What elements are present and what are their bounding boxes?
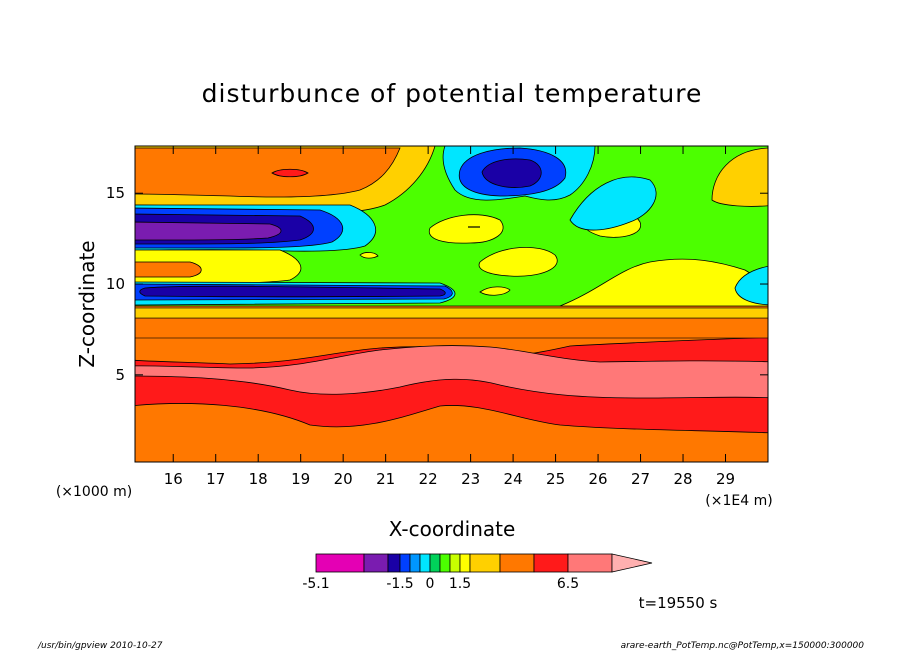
x-tick-label: 23 [461, 470, 480, 488]
plot-frame [134, 145, 769, 463]
chart-title: disturbunce of potential temperature [202, 79, 703, 108]
x-tick-label: 29 [716, 470, 735, 488]
contour-patch-cyan-3 [734, 265, 768, 306]
colorbar-tick-label: -1.5 [386, 576, 413, 592]
colorbar-segment [363, 553, 389, 573]
x-tick-label: 16 [164, 470, 183, 488]
contour-patch-left-orange-mid [135, 261, 202, 278]
y-axis-unit: (×1000 m) [56, 484, 132, 500]
time-annotation: t=19550 s [639, 594, 718, 612]
colorbar-segment [315, 553, 365, 573]
contour-band-red-lower [135, 336, 768, 434]
x-tick-label: 24 [504, 470, 523, 488]
colorbar-segment [499, 553, 535, 573]
colorbar-segment [567, 553, 613, 573]
contour-patch-yellow-5 [711, 147, 768, 207]
contour-patch-yellow-3 [478, 246, 558, 277]
x-tick-label: 26 [589, 470, 608, 488]
footer-right: arare-earth_PotTemp.nc@PotTemp,x=150000:… [620, 641, 864, 651]
x-tick-label: 17 [206, 470, 225, 488]
contour-patch-navy-1 [481, 158, 542, 188]
x-tick-label: 21 [376, 470, 395, 488]
x-axis-label: X-coordinate [389, 517, 516, 541]
x-axis-unit: (×1E4 m) [705, 493, 772, 509]
colorbar-tick-label: 6.5 [557, 576, 579, 592]
contour-band-orange-upper [135, 317, 768, 339]
x-tick-label: 28 [673, 470, 692, 488]
x-tick-label: 27 [631, 470, 650, 488]
colorbar-segment [469, 553, 501, 573]
y-axis: 5 10 15 [106, 184, 768, 384]
contour-patch-yellow-7 [359, 252, 379, 259]
contour-patch-red-small [271, 168, 309, 178]
x-tick-label: 18 [249, 470, 268, 488]
colorbar-tick-label: 1.5 [449, 576, 471, 592]
colorbar-tick-label: 0 [426, 576, 435, 592]
x-tick-label: 25 [546, 470, 565, 488]
y-axis-label: Z-coordinate [75, 240, 99, 367]
contour-patch-yellow-2 [428, 214, 504, 244]
contour-patch-streak-navy [139, 285, 446, 298]
colorbar-segment [449, 553, 461, 573]
colorbar-segment [533, 553, 569, 573]
contour-patch-left-darkorange [135, 147, 401, 198]
x-tick-label: 19 [291, 470, 310, 488]
x-axis: 16 17 18 19 20 21 22 23 24 25 26 27 28 29 [164, 146, 735, 488]
colorbar-segment [409, 553, 421, 573]
contour-field [135, 146, 768, 462]
colorbar-segment [399, 553, 411, 573]
y-tick-label: 15 [106, 184, 125, 202]
colorbar-extension [611, 553, 653, 573]
contour-patch-yellow-6 [479, 286, 511, 296]
x-tick-label: 22 [419, 470, 438, 488]
colorbar-ticks: -5.1 -1.5 0 1.5 6.5 [302, 576, 579, 592]
colorbar-segment [387, 553, 401, 573]
colorbar-segment [439, 553, 451, 573]
y-tick-label: 10 [106, 275, 125, 293]
colorbar-segment [419, 553, 431, 573]
contour-band-salmon [135, 345, 768, 399]
colorbar-tick-label: -5.1 [302, 576, 329, 592]
contour-patch-cyan-2 [569, 176, 657, 231]
footer-left: /usr/bin/gpview 2010-10-27 [38, 641, 163, 651]
contour-patch-left-purple [135, 221, 282, 241]
x-tick-label: 20 [334, 470, 353, 488]
colorbar-segment [459, 553, 471, 573]
y-tick-label: 5 [115, 366, 125, 384]
colorbar-segment [429, 553, 441, 573]
contour-band-light-orange [135, 307, 768, 319]
colorbar [315, 553, 653, 573]
